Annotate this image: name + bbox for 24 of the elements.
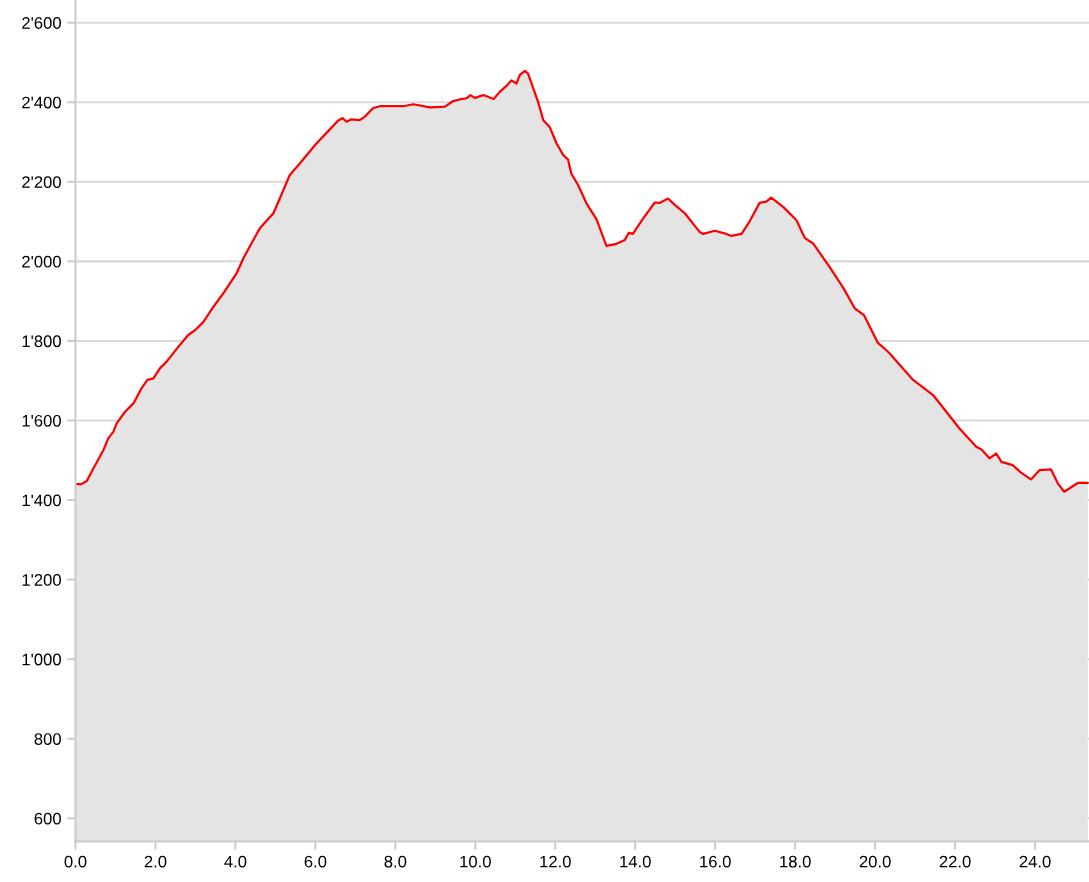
x-tick-label: 18.0 bbox=[780, 855, 811, 868]
y-tick-label: 2'200 bbox=[22, 176, 61, 189]
y-tick-label: 800 bbox=[34, 733, 61, 745]
y-tick-label: 1'800 bbox=[22, 335, 61, 348]
x-tick-label: 0.0 bbox=[64, 855, 87, 868]
x-tick-label: 22.0 bbox=[939, 855, 971, 868]
y-tick-label: 2'000 bbox=[22, 255, 61, 268]
y-tick-label: 1'200 bbox=[22, 574, 61, 586]
x-tick-label: 10.0 bbox=[460, 855, 491, 868]
x-tick-label: 12.0 bbox=[540, 855, 571, 868]
y-tick-label: 1'000 bbox=[22, 653, 61, 666]
y-tick-label: 600 bbox=[34, 812, 61, 825]
y-tick-label: 1'400 bbox=[22, 494, 61, 507]
x-tick-label: 4.0 bbox=[224, 855, 247, 868]
x-tick-label: 14.0 bbox=[620, 855, 651, 868]
x-tick-label: 20.0 bbox=[859, 855, 891, 868]
x-tick-label: 8.0 bbox=[384, 855, 407, 868]
x-tick-label: 16.0 bbox=[700, 855, 731, 868]
y-tick-label: 2'400 bbox=[22, 96, 61, 109]
y-tick-label: 2'600 bbox=[22, 17, 61, 29]
x-tick-label: 6.0 bbox=[304, 855, 327, 868]
x-tick-label: 2.0 bbox=[144, 855, 167, 868]
y-tick-label: 1'600 bbox=[22, 414, 61, 427]
x-tick-label: 24.0 bbox=[1019, 855, 1051, 868]
